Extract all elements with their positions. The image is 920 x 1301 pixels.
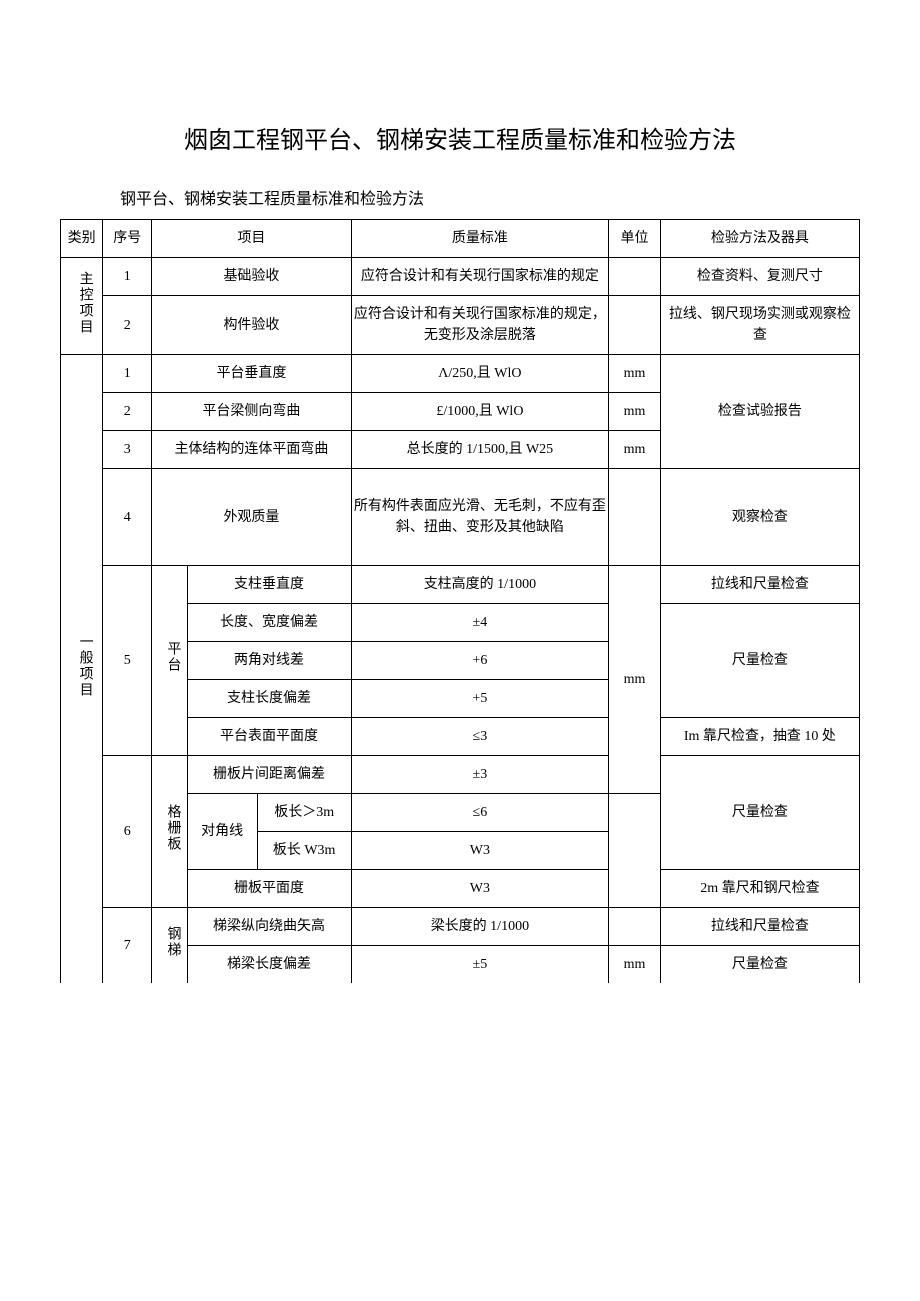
page-subtitle: 钢平台、钢梯安装工程质量标准和检验方法 [120, 185, 860, 209]
cell-standard: ±3 [351, 756, 609, 794]
table-row: 7 钢梯 梯梁纵向绕曲矢高 梁长度的 1/1000 拉线和尺量检查 [61, 908, 860, 946]
th-method: 检验方法及器具 [660, 220, 859, 258]
table-row: 主控项目 1 基础验收 应符合设计和有关现行国家标准的规定 检查资料、复测尺寸 [61, 258, 860, 296]
table-row: 5 平台 支柱垂直度 支柱高度的 1/1000 mm 拉线和尺量检查 [61, 566, 860, 604]
cell-item: 主体结构的连体平面弯曲 [152, 431, 351, 469]
cell-method: Im 靠尺检查，抽查 10 处 [660, 718, 859, 756]
cat-general: 一般项目 [61, 355, 103, 984]
cell-unit: mm [609, 393, 661, 431]
cell-standard: ≤6 [351, 794, 609, 832]
cell-group: 钢梯 [152, 908, 187, 984]
cell-standard: W3 [351, 832, 609, 870]
cell-seq: 2 [103, 296, 152, 355]
cell-method: 2m 靠尺和钢尺检查 [660, 870, 859, 908]
cell-standard: 应符合设计和有关现行国家标准的规定，无变形及涂层脱落 [351, 296, 609, 355]
cell-unit: mm [609, 946, 661, 984]
cell-seq: 7 [103, 908, 152, 984]
cell-unit [609, 296, 661, 355]
cell-item: 平台垂直度 [152, 355, 351, 393]
cell-standard: 支柱高度的 1/1000 [351, 566, 609, 604]
cell-diag: 对角线 [187, 794, 257, 870]
cell-item: 梯梁纵向绕曲矢高 [187, 908, 351, 946]
cell-unit [609, 794, 661, 908]
cell-seq: 5 [103, 566, 152, 756]
cell-standard: Λ/250,且 WlO [351, 355, 609, 393]
cell-method: 拉线、钢尺现场实测或观察检查 [660, 296, 859, 355]
cat-main: 主控项目 [61, 258, 103, 355]
table-header-row: 类别 序号 项目 质量标准 单位 检验方法及器具 [61, 220, 860, 258]
cell-sub: 板长 W3m [257, 832, 351, 870]
th-item: 项目 [152, 220, 351, 258]
cell-unit [609, 908, 661, 946]
cell-method: 观察检查 [660, 469, 859, 566]
cell-seq: 1 [103, 355, 152, 393]
standards-table: 类别 序号 项目 质量标准 单位 检验方法及器具 主控项目 1 基础验收 应符合… [60, 219, 860, 983]
cell-method: 尺量检查 [660, 604, 859, 718]
cell-unit: mm [609, 431, 661, 469]
cell-item: 梯梁长度偏差 [187, 946, 351, 984]
cell-method: 尺量检查 [660, 756, 859, 870]
cell-item: 平台梁侧向弯曲 [152, 393, 351, 431]
cell-standard: ±5 [351, 946, 609, 984]
cell-standard: 总长度的 1/1500,且 W25 [351, 431, 609, 469]
cell-item: 基础验收 [152, 258, 351, 296]
page-title: 烟囱工程钢平台、钢梯安装工程质量标准和检验方法 [60, 120, 860, 155]
cell-item: 长度、宽度偏差 [187, 604, 351, 642]
th-category: 类别 [61, 220, 103, 258]
cell-method: 拉线和尺量检查 [660, 908, 859, 946]
cell-unit [609, 469, 661, 566]
cell-seq: 6 [103, 756, 152, 908]
cell-standard: 应符合设计和有关现行国家标准的规定 [351, 258, 609, 296]
cell-method: 尺量检查 [660, 946, 859, 984]
cell-group: 格栅板 [152, 756, 187, 908]
table-row: 4 外观质量 所有构件表面应光滑、无毛刺，不应有歪斜、扭曲、变形及其他缺陷 观察… [61, 469, 860, 566]
cell-standard: W3 [351, 870, 609, 908]
th-seq: 序号 [103, 220, 152, 258]
cell-seq: 2 [103, 393, 152, 431]
cell-unit [609, 258, 661, 296]
th-standard: 质量标准 [351, 220, 609, 258]
cell-item: 栅板平面度 [187, 870, 351, 908]
table-row: 6 格栅板 栅板片间距离偏差 ±3 尺量检查 [61, 756, 860, 794]
cell-sub: 板长＞3m [257, 794, 351, 832]
cell-item: 构件验收 [152, 296, 351, 355]
cell-item: 支柱垂直度 [187, 566, 351, 604]
cell-item: 两角对线差 [187, 642, 351, 680]
cell-item: 平台表面平面度 [187, 718, 351, 756]
th-unit: 单位 [609, 220, 661, 258]
cell-unit: mm [609, 566, 661, 794]
cell-method: 检查资料、复测尺寸 [660, 258, 859, 296]
cell-standard: 所有构件表面应光滑、无毛刺，不应有歪斜、扭曲、变形及其他缺陷 [351, 469, 609, 566]
cell-standard: ≤3 [351, 718, 609, 756]
cell-item: 外观质量 [152, 469, 351, 566]
cell-standard: £/1000,且 WlO [351, 393, 609, 431]
cell-standard: +6 [351, 642, 609, 680]
cell-method: 检查试验报告 [660, 355, 859, 469]
table-row: 2 构件验收 应符合设计和有关现行国家标准的规定，无变形及涂层脱落 拉线、钢尺现… [61, 296, 860, 355]
cell-seq: 4 [103, 469, 152, 566]
cell-item: 支柱长度偏差 [187, 680, 351, 718]
table-row: 一般项目 1 平台垂直度 Λ/250,且 WlO mm 检查试验报告 [61, 355, 860, 393]
cell-standard: +5 [351, 680, 609, 718]
cell-seq: 1 [103, 258, 152, 296]
cell-standard: 梁长度的 1/1000 [351, 908, 609, 946]
cell-seq: 3 [103, 431, 152, 469]
cell-item: 栅板片间距离偏差 [187, 756, 351, 794]
cell-standard: ±4 [351, 604, 609, 642]
cell-unit: mm [609, 355, 661, 393]
cell-group: 平台 [152, 566, 187, 756]
cell-method: 拉线和尺量检查 [660, 566, 859, 604]
